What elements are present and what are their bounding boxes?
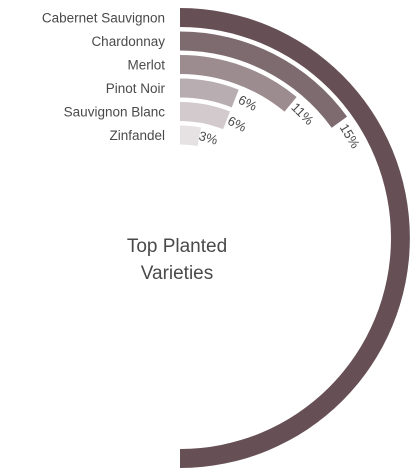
bar-sauvignon-blanc [180,102,231,130]
bar-pinot-noir [180,78,239,108]
category-label-chardonnay: Chardonnay [91,34,165,49]
value-label-pinot-noir: 6% [236,92,260,114]
chart-title-line-2: Varieties [141,263,214,284]
category-label-merlot: Merlot [127,58,165,73]
bar-chardonnay [180,31,348,128]
category-labels: Cabernet Sauvignon Chardonnay Merlot Pinot … [42,11,166,144]
value-label-sauvignon-blanc: 6% [225,113,249,135]
value-label-zinfandel: 3% [197,128,220,148]
value-label-cabernet-sauvignon: 50% [143,468,169,471]
category-label-zinfandel: Zinfandel [109,128,165,143]
category-label-cabernet-sauvignon: Cabernet Sauvignon [42,11,165,26]
bar-zinfandel [180,125,202,147]
category-label-pinot-noir: Pinot Noir [106,81,166,96]
chart-title-line-1: Top Planted [127,236,227,257]
bar-merlot [180,55,297,112]
category-label-sauvignon-blanc: Sauvignon Blanc [64,105,166,120]
bars-layer [180,8,410,468]
